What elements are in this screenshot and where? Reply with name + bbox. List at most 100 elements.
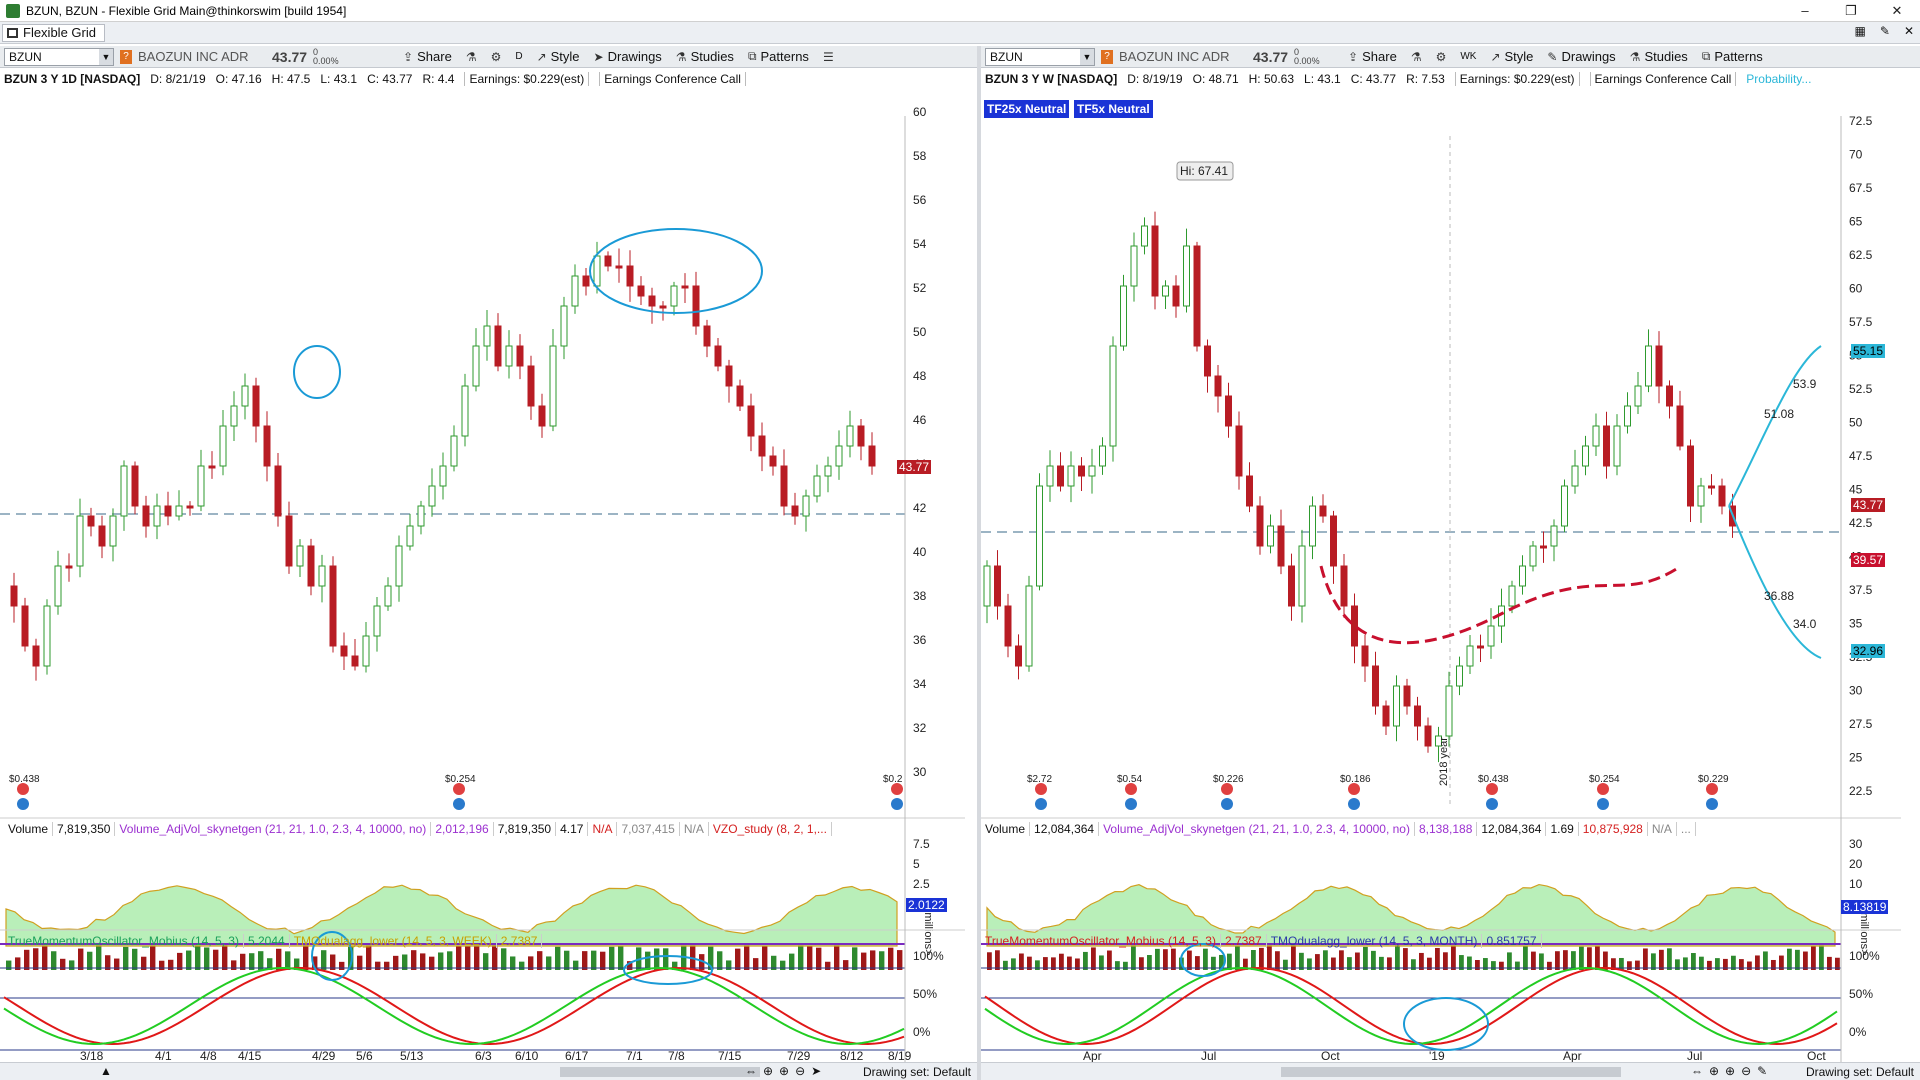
quote-flag-icon[interactable]: ? [120,49,132,64]
volume-bar [1803,951,1808,970]
price-tick-label: 40 [913,545,927,559]
close-button[interactable]: ✕ [1891,3,1903,18]
bar-low: L: 43.1 [1304,72,1341,86]
restore-button[interactable]: ❐ [1845,3,1857,18]
volume-bar [1051,957,1056,970]
candle-body [1571,465,1579,487]
share-button[interactable]: ⇪ Share [1348,49,1397,64]
volume-oscillator-area [986,883,1836,947]
time-scrollbar[interactable] [560,1067,760,1077]
drawings-button[interactable]: ✎ Drawings [1547,49,1616,64]
volume-bar [564,950,570,970]
flask-button[interactable]: ⚗ [1407,50,1426,64]
candle-body [1036,485,1043,587]
symbol-input[interactable]: BZUN ▼ [4,47,114,66]
aggregation-button[interactable]: WK [1460,51,1477,62]
candle-body [1592,425,1600,447]
candle-body [670,285,678,307]
settings-button[interactable]: ⚙ [487,50,506,64]
right-chart-canvas[interactable]: 72.57067.56562.56057.55552.55047.54542.5… [981,46,1920,1080]
aggregation-button[interactable]: D [515,51,523,62]
candle-body [87,515,95,527]
tf25x-badge: TF25x Neutral [984,100,1070,118]
time-scrollbar[interactable] [1281,1067,1621,1077]
volume-bar [1755,955,1760,970]
volume-bar [393,955,399,970]
style-button[interactable]: ↗ Style [1490,49,1534,64]
panel-divider[interactable] [977,46,981,1080]
volume-bar [186,950,192,970]
quote-flag-icon[interactable]: ? [1101,49,1113,64]
share-icon: ⇪ [1348,49,1359,64]
close-tab-icon[interactable]: ✕ [1903,24,1914,38]
candle-body [1676,405,1684,447]
drawings-button[interactable]: ➤ Drawings [593,49,662,64]
candle-body [43,605,51,667]
volume-bar [285,951,291,970]
candle-body [714,345,722,367]
adjvol-value-3: 1.69 [1546,821,1579,836]
style-button[interactable]: ↗ Style [536,49,580,64]
volume-bar [1307,958,1312,970]
patterns-button[interactable]: ⧉ Patterns [1701,49,1763,64]
zoom-controls-icon[interactable]: ⇔⊕⊕⊖➤ [745,1064,828,1078]
volume-bar [42,945,48,970]
settings-button[interactable]: ⚙ [1432,50,1451,64]
volume-bar [501,948,507,970]
volume-bar [987,952,992,970]
drawing-set-label[interactable]: Drawing set: Default [1805,1065,1914,1079]
candle-body [142,505,150,527]
volume-bar [1243,958,1248,970]
edit-icon[interactable]: ✎ [1879,24,1890,38]
candle-body [1183,245,1190,307]
grid-layout-icon[interactable]: ▦ [1854,24,1866,38]
volume-bar [618,946,624,970]
patterns-button[interactable]: ⧉ Patterns [747,49,809,64]
volume-bar [420,953,426,970]
symbol-description: BZUN 3 Y 1D [NASDAQ] [4,72,141,86]
minimize-button[interactable]: – [1801,3,1809,18]
candle-body [582,275,590,287]
zoom-controls-icon[interactable]: ⇔⊕⊕⊖✎ [1691,1064,1774,1078]
candle-body [571,275,579,307]
volume-bar [717,951,723,970]
volume-bar [258,951,264,970]
earnings-label: $0.2 [883,774,903,785]
volume-bar [348,946,354,970]
share-button[interactable]: ⇪ Share [403,49,452,64]
volume-price-tag: 2.0122 [906,898,947,912]
volume-bar [1611,958,1616,970]
chevron-down-icon[interactable]: ▼ [99,48,113,65]
volume-bar [1067,956,1072,970]
date-tick-label: Apr [1083,1049,1102,1063]
candle-body [747,405,755,437]
studies-button[interactable]: ⚗ Studies [675,49,734,64]
candle-body [813,475,821,497]
volume-bar [1763,951,1768,970]
collapse-icon[interactable]: ▲ [100,1064,112,1078]
window-title: BZUN, BZUN - Flexible Grid Main@thinkors… [26,3,347,18]
drawing-set-label[interactable]: Drawing set: Default [862,1065,971,1079]
tmo-dualagg-value: 0.851757 [1482,933,1542,948]
volume-bar [87,951,93,970]
candle-body [983,565,991,607]
gear-icon: ⚙ [490,49,502,64]
menu-button[interactable]: ☰ [819,50,838,64]
tab-flexible-grid[interactable]: Flexible Grid [2,24,105,42]
chevron-down-icon[interactable]: ▼ [1080,48,1094,65]
volume-bar [771,955,777,970]
candle-body [994,565,1001,607]
left-chart-canvas[interactable]: 60585654525048464442403836343230$0.438$0… [0,46,977,1080]
volume-bar [1819,944,1824,970]
volume-unit-label: <millions> [922,906,934,956]
flask-icon: ⚗ [1410,49,1422,64]
volume-bar [1683,957,1688,970]
studies-button[interactable]: ⚗ Studies [1629,49,1688,64]
flask-button[interactable]: ⚗ [462,50,481,64]
candle-body [1645,345,1652,387]
volume-bar [834,944,840,970]
volume-bar [1707,960,1712,970]
probability-link[interactable]: Probability... [1746,72,1812,86]
earnings-icon [453,783,465,795]
symbol-input[interactable]: BZUN ▼ [985,47,1095,66]
